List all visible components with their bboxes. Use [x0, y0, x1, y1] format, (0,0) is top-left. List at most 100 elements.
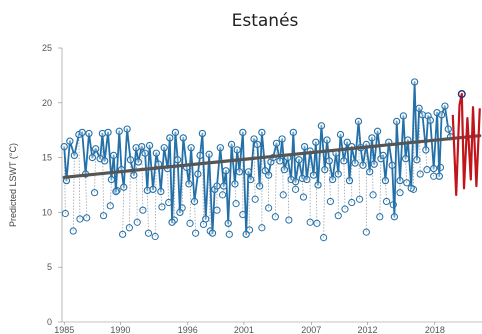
dotted-connector — [379, 158, 382, 217]
data-point — [289, 128, 297, 137]
data-point — [399, 112, 408, 120]
data-point — [255, 182, 264, 190]
data-point — [264, 171, 273, 179]
data-point — [66, 137, 74, 145]
data-point — [88, 153, 96, 162]
y-axis-label: Predicted LSWT (°C) — [8, 143, 18, 227]
x-tick-label: 2001 — [234, 325, 254, 334]
dotted-connector — [122, 187, 125, 235]
data-point — [373, 127, 382, 135]
data-point — [390, 213, 399, 221]
data-point — [185, 180, 193, 188]
dotted-connector — [358, 121, 360, 200]
data-point — [120, 183, 128, 191]
data-point — [370, 160, 378, 168]
y-tick-label: 0 — [47, 317, 52, 327]
x-tick-label: 1990 — [110, 325, 130, 334]
data-point — [351, 159, 359, 167]
data-point-low — [218, 191, 227, 199]
dotted-connector — [85, 174, 88, 218]
dotted-connector — [194, 201, 197, 234]
data-point-low — [258, 224, 266, 232]
data-point — [343, 138, 351, 146]
data-point — [110, 151, 118, 160]
data-point — [194, 170, 202, 178]
data-point — [107, 175, 116, 184]
data-point — [334, 170, 342, 178]
dotted-connector — [63, 146, 66, 214]
trend-line — [62, 134, 482, 179]
data-point — [149, 185, 157, 194]
recent-line — [451, 92, 481, 196]
data-point — [174, 156, 182, 164]
data-point — [145, 141, 154, 150]
data-point — [138, 142, 146, 151]
data-point — [115, 127, 123, 135]
data-point — [235, 168, 244, 176]
data-point — [239, 128, 247, 137]
data-point-low — [306, 218, 314, 226]
data-point — [216, 144, 224, 152]
data-point — [224, 219, 232, 228]
data-point-low — [271, 213, 279, 221]
data-point — [258, 128, 266, 137]
data-point — [168, 218, 176, 226]
data-point — [354, 117, 363, 126]
data-point — [222, 167, 230, 175]
data-point — [166, 134, 174, 142]
data-point — [430, 164, 438, 173]
data-point — [104, 128, 112, 137]
y-tick-label: 15 — [42, 153, 52, 163]
data-point — [410, 78, 419, 86]
data-point-low — [341, 205, 349, 213]
data-point-low — [76, 215, 84, 223]
data-point — [130, 171, 138, 179]
data-point-low — [430, 172, 438, 180]
data-point-low — [279, 191, 287, 199]
data-point — [101, 157, 109, 165]
data-point — [340, 157, 348, 165]
data-point — [328, 175, 337, 184]
data-point-low — [251, 195, 259, 203]
data-point — [359, 161, 367, 169]
data-point — [231, 180, 239, 188]
data-point — [190, 197, 199, 206]
data-point-low — [423, 166, 431, 174]
data-point — [160, 144, 168, 152]
data-point-low — [362, 228, 370, 236]
data-point — [317, 122, 326, 130]
dotted-connector — [141, 146, 144, 211]
data-point — [396, 176, 404, 185]
trend — [62, 134, 482, 179]
data-point — [368, 134, 376, 142]
data-point-low — [403, 179, 411, 187]
data-point-low — [396, 189, 404, 197]
data-point — [426, 116, 434, 124]
data-point — [126, 156, 135, 164]
data-point — [325, 157, 333, 165]
data-point — [152, 149, 160, 157]
ticks: 0 5 10 15 20 25 1985 1990 1996 2001 2007 2012 2018 — [42, 43, 445, 334]
data-point-low — [119, 230, 127, 238]
data-point-low — [144, 229, 153, 237]
data-point-low — [320, 234, 328, 242]
data-point-low — [61, 209, 69, 218]
data-point — [321, 166, 329, 174]
x-tick-label: 1996 — [178, 325, 198, 334]
data-point — [393, 117, 401, 126]
recent-peak-point — [457, 90, 466, 99]
dotted-connector — [328, 160, 331, 202]
data-point — [441, 102, 449, 110]
data-point — [323, 136, 331, 144]
data-point-low — [133, 218, 141, 226]
dotted-connector — [222, 186, 225, 195]
data-point — [280, 166, 289, 174]
data-point-low — [106, 202, 114, 210]
data-point — [196, 151, 204, 160]
data-point — [415, 104, 423, 112]
data-point-low — [90, 189, 99, 197]
dotted-connector — [253, 138, 256, 200]
data-point — [314, 181, 322, 189]
data-point — [85, 129, 93, 138]
data-point-low — [232, 200, 240, 208]
